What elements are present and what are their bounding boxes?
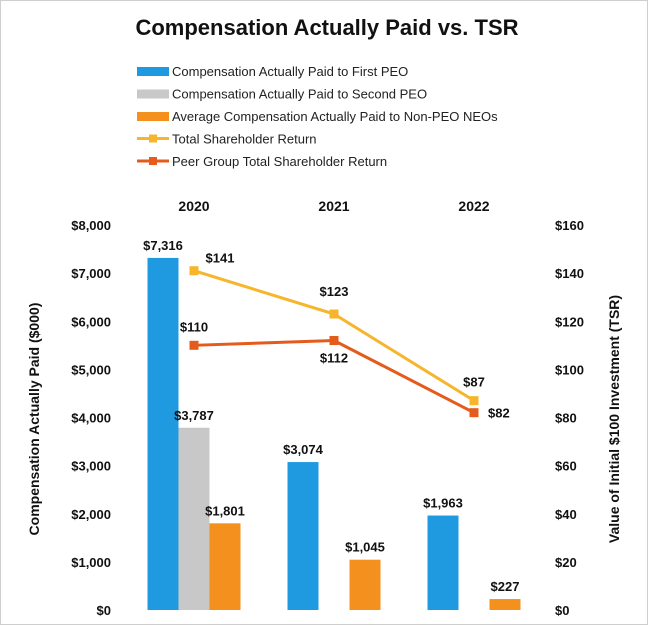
line-marker-0-2022 bbox=[469, 396, 479, 406]
bar-value-label: $1,963 bbox=[423, 496, 463, 511]
category-labels: 2020 2021 2022 bbox=[178, 198, 489, 214]
bar-2022-series-2 bbox=[489, 599, 521, 610]
bar-value-label: $3,787 bbox=[174, 408, 214, 423]
bar-value-label: $3,074 bbox=[283, 442, 324, 457]
y2-tick-label: $120 bbox=[555, 314, 584, 329]
bar-2021-series-0 bbox=[287, 462, 319, 610]
line-marker-0-2021 bbox=[329, 309, 339, 319]
lines bbox=[189, 266, 479, 418]
y-tick-label: $4,000 bbox=[71, 411, 111, 426]
line-value-label: $141 bbox=[206, 251, 235, 266]
legend-label-3: Total Shareholder Return bbox=[172, 132, 317, 147]
line-value-label: $110 bbox=[180, 319, 208, 334]
bar-2020-series-1 bbox=[178, 427, 210, 610]
y2-tick-label: $60 bbox=[555, 459, 577, 474]
bars bbox=[147, 257, 521, 610]
y-tick-label: $8,000 bbox=[71, 218, 111, 233]
legend-label-4: Peer Group Total Shareholder Return bbox=[172, 154, 387, 169]
bar-2022-series-0 bbox=[427, 515, 459, 610]
legend-label-0: Compensation Actually Paid to First PEO bbox=[172, 64, 408, 79]
bar-2021-series-2 bbox=[349, 559, 381, 610]
bar-value-label: $227 bbox=[491, 579, 520, 594]
category-label-2020: 2020 bbox=[178, 198, 209, 214]
legend-swatch-marker-3 bbox=[149, 134, 157, 143]
y2-axis-ticks: $0 $20 $40 $60 $80 $100 $120 $140 $160 bbox=[555, 218, 584, 618]
y-tick-label: $2,000 bbox=[71, 507, 111, 522]
line-marker-1-2022 bbox=[469, 408, 479, 418]
bar-2020-series-0 bbox=[147, 257, 179, 610]
line-value-label: $82 bbox=[488, 406, 510, 421]
line-marker-0-2020 bbox=[189, 266, 199, 276]
y2-tick-label: $160 bbox=[555, 218, 584, 233]
bar-2020-series-2 bbox=[209, 523, 241, 610]
legend-swatch-bar-1 bbox=[137, 89, 169, 99]
legend-swatch-bar-2 bbox=[137, 112, 169, 121]
legend-swatch-bar-0 bbox=[137, 67, 169, 76]
y-tick-label: $7,000 bbox=[71, 266, 111, 281]
y-tick-label: $1,000 bbox=[71, 555, 111, 570]
bar-value-label: $1,801 bbox=[205, 503, 245, 518]
line-value-label: $112 bbox=[320, 351, 348, 366]
line-marker-1-2021 bbox=[329, 336, 339, 345]
data-labels: $7,316 $3,074 $1,963 $3,787 $1,801 $1,045 $227… bbox=[143, 238, 519, 594]
legend-label-2: Average Compensation Actually Paid to No… bbox=[172, 109, 498, 124]
y2-tick-label: $0 bbox=[555, 603, 569, 618]
chart-title: Compensation Actually Paid vs. TSR bbox=[135, 15, 518, 40]
y-tick-label: $3,000 bbox=[71, 459, 111, 474]
y-axis-ticks: $0 $1,000 $2,000 $3,000 $4,000 $5,000 $6,000 $7… bbox=[71, 218, 111, 618]
y-tick-label: $0 bbox=[97, 603, 111, 618]
category-label-2021: 2021 bbox=[318, 198, 349, 214]
y2-tick-label: $100 bbox=[555, 362, 584, 377]
bar-value-label: $1,045 bbox=[345, 540, 385, 555]
y2-tick-label: $80 bbox=[555, 411, 577, 426]
y-tick-label: $6,000 bbox=[71, 314, 111, 329]
legend: Compensation Actually Paid to First PEO C… bbox=[137, 64, 498, 169]
line-value-label: $123 bbox=[320, 284, 349, 299]
line-value-label: $87 bbox=[463, 375, 485, 390]
legend-swatch-marker-4 bbox=[149, 157, 157, 165]
legend-label-1: Compensation Actually Paid to Second PEO bbox=[172, 87, 427, 102]
line-marker-1-2020 bbox=[189, 340, 199, 350]
y2-tick-label: $40 bbox=[555, 507, 577, 522]
category-label-2022: 2022 bbox=[458, 198, 489, 214]
bar-value-label: $7,316 bbox=[143, 238, 183, 253]
y2-axis-title: Value of Initial $100 Investment (TSR) bbox=[606, 295, 622, 543]
y-tick-label: $5,000 bbox=[71, 362, 111, 377]
y2-tick-label: $20 bbox=[555, 555, 577, 570]
y-axis-title: Compensation Actually Paid ($000) bbox=[26, 303, 42, 536]
y2-tick-label: $140 bbox=[555, 266, 584, 281]
